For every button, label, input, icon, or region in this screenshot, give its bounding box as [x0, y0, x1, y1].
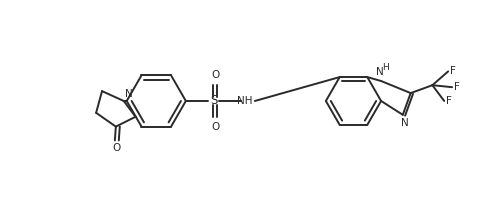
- Text: N: N: [125, 89, 133, 99]
- Text: S: S: [210, 95, 217, 107]
- Text: F: F: [450, 66, 456, 76]
- Text: H: H: [382, 63, 388, 72]
- Text: N: N: [401, 118, 409, 128]
- Text: O: O: [211, 70, 219, 80]
- Text: NH: NH: [237, 96, 253, 106]
- Text: F: F: [454, 82, 460, 92]
- Text: O: O: [113, 143, 121, 153]
- Text: F: F: [446, 96, 452, 106]
- Text: N: N: [376, 67, 384, 77]
- Text: O: O: [211, 122, 219, 132]
